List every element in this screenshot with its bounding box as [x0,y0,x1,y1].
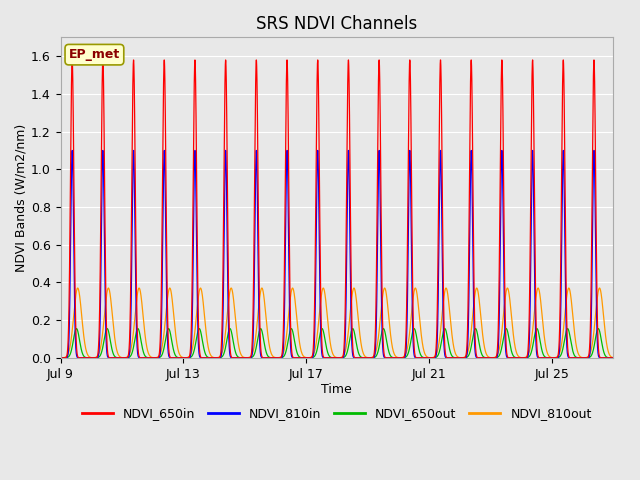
NDVI_650out [318,326,326,332]
NDVI_810out [391,352,399,358]
Line: NDVI_810out: NDVI_810out [61,288,613,358]
NDVI_810in [412,355,419,360]
NDVI_810in [452,355,460,360]
Y-axis label: NDVI Bands (W/m2/nm): NDVI Bands (W/m2/nm) [15,123,28,272]
NDVI_650out [195,327,202,333]
NDVI_650in [498,57,506,63]
Line: NDVI_810in: NDVI_810in [61,150,613,358]
NDVI_810in [498,147,506,153]
NDVI_650out [609,355,617,360]
X-axis label: Time: Time [321,384,352,396]
NDVI_810out [412,285,419,291]
NDVI_810in [609,355,617,360]
NDVI_650in [57,355,65,360]
NDVI_650out [412,327,419,333]
NDVI_810out [318,289,326,295]
NDVI_650in [609,355,617,360]
NDVI_810in [57,355,65,360]
NDVI_650out [573,355,581,360]
NDVI_650in [452,355,460,360]
NDVI_650out [57,355,65,360]
Title: SRS NDVI Channels: SRS NDVI Channels [256,15,417,33]
NDVI_810out [195,296,202,301]
NDVI_650out [226,326,234,332]
Legend: NDVI_650in, NDVI_810in, NDVI_650out, NDVI_810out: NDVI_650in, NDVI_810in, NDVI_650out, NDV… [77,403,596,425]
Line: NDVI_650out: NDVI_650out [61,329,613,358]
NDVI_810in [573,355,581,360]
NDVI_650in [412,353,419,359]
NDVI_650in [573,355,581,360]
Line: NDVI_650in: NDVI_650in [61,60,613,358]
NDVI_810out [609,355,617,360]
NDVI_810out [534,285,542,291]
NDVI_810in [391,355,399,360]
NDVI_650in [391,355,399,360]
NDVI_650in [318,339,326,345]
NDVI_810out [573,348,581,353]
NDVI_810in [195,336,202,342]
NDVI_810in [318,350,326,356]
NDVI_650in [195,308,202,314]
NDVI_810out [57,355,65,360]
Text: EP_met: EP_met [68,48,120,61]
NDVI_810out [452,352,460,358]
NDVI_650out [391,355,399,360]
NDVI_650out [452,355,460,360]
